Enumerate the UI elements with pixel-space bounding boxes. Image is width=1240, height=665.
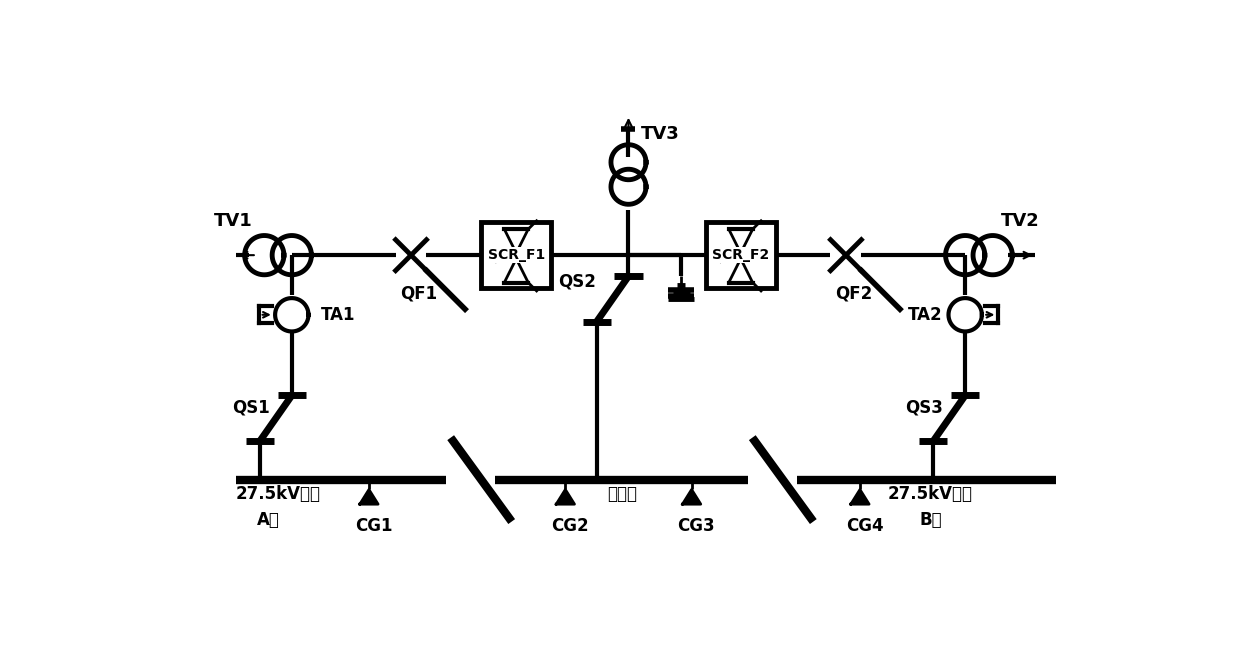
Text: TV2: TV2 <box>1001 211 1039 229</box>
Text: TV3: TV3 <box>641 126 680 144</box>
Text: QF2: QF2 <box>836 285 873 303</box>
Text: SCR_F2: SCR_F2 <box>712 248 769 262</box>
Text: CG4: CG4 <box>846 517 884 535</box>
Text: CG1: CG1 <box>355 517 392 535</box>
Text: QS1: QS1 <box>232 399 270 417</box>
Polygon shape <box>851 489 869 504</box>
Polygon shape <box>360 489 378 504</box>
Text: TV1: TV1 <box>215 211 253 229</box>
Text: TA2: TA2 <box>908 307 942 325</box>
Text: QS2: QS2 <box>558 273 596 291</box>
Text: QS3: QS3 <box>905 399 944 417</box>
Bar <box>706 222 776 289</box>
Polygon shape <box>557 489 574 504</box>
Polygon shape <box>682 489 701 504</box>
Text: A臂: A臂 <box>257 511 279 529</box>
Text: 27.5kV母线: 27.5kV母线 <box>236 485 321 503</box>
Text: QF1: QF1 <box>401 285 438 303</box>
Text: 中性区: 中性区 <box>608 485 637 503</box>
Text: SCR_F1: SCR_F1 <box>487 248 544 262</box>
Text: CG3: CG3 <box>677 517 715 535</box>
Text: B臂: B臂 <box>920 511 942 529</box>
Text: CG2: CG2 <box>552 517 589 535</box>
Text: 27.5kV母线: 27.5kV母线 <box>888 485 973 503</box>
Text: TA1: TA1 <box>321 307 356 325</box>
Bar <box>481 222 552 289</box>
